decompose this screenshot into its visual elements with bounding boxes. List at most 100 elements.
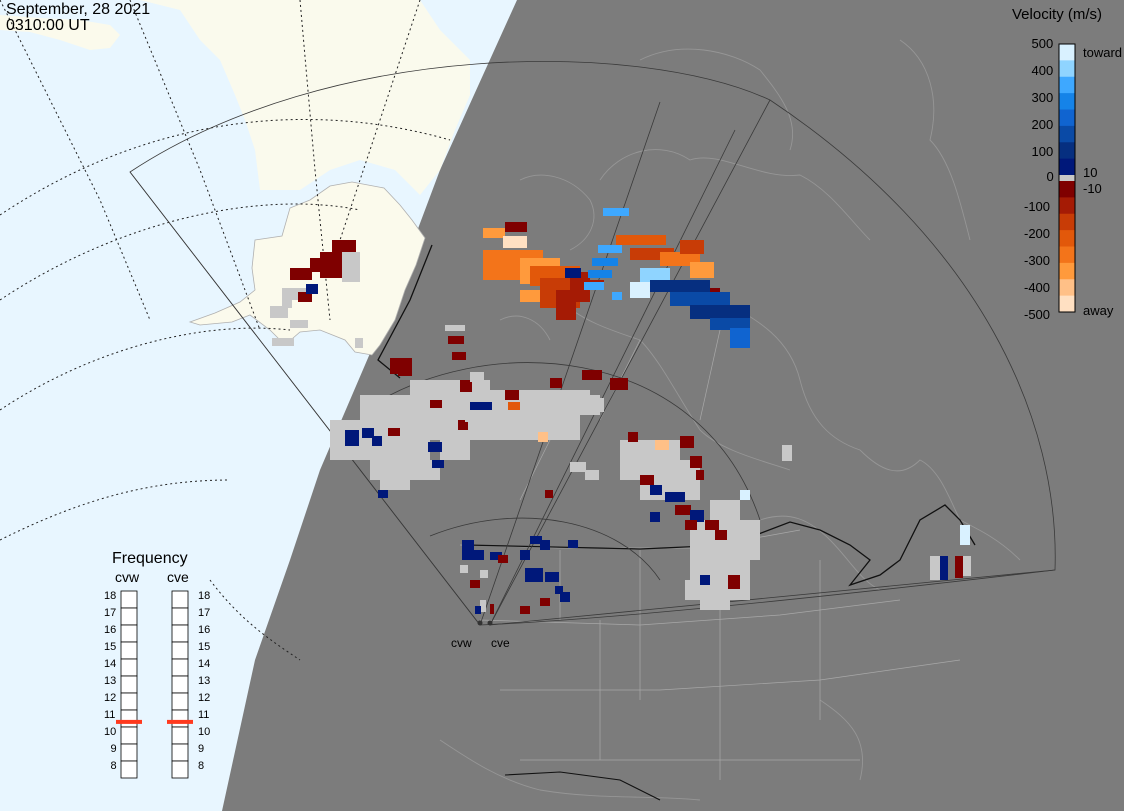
velocity-cell	[930, 556, 942, 580]
velocity-cell	[696, 470, 704, 480]
frequency-tick-right: 8	[198, 760, 205, 772]
color-bar-segment-away	[1059, 262, 1075, 280]
velocity-cell	[538, 432, 548, 442]
frequency-tick-left: 16	[104, 624, 117, 636]
frequency-tick-right: 10	[198, 726, 211, 738]
velocity-cell	[520, 606, 530, 614]
frequency-marker	[167, 719, 193, 724]
velocity-cell	[362, 428, 374, 438]
velocity-cell	[746, 520, 758, 530]
color-bar-segment-toward	[1059, 142, 1075, 160]
minus-10-label: -10	[1083, 181, 1102, 196]
velocity-cell	[430, 400, 442, 408]
velocity-cell	[470, 580, 480, 588]
frequency-gauge-cell	[120, 743, 138, 762]
color-bar-segment-toward	[1059, 44, 1075, 61]
frequency-tick-left: 12	[104, 692, 117, 704]
frequency-tick-left: 13	[104, 675, 117, 687]
frequency-gauge-cell	[120, 590, 138, 609]
velocity-tick-label: 400	[1031, 63, 1054, 78]
velocity-cell	[345, 430, 359, 446]
frequency-radar-cvw: cvw	[115, 569, 140, 585]
color-bar-segment-toward	[1059, 109, 1075, 127]
velocity-tick-label: -300	[1024, 253, 1051, 268]
velocity-cell	[298, 292, 312, 302]
alaska-border	[377, 244, 433, 379]
color-bar-segment-away	[1059, 295, 1075, 313]
color-bar-segment-toward	[1059, 60, 1075, 78]
velocity-cell	[685, 520, 697, 530]
radar-velocity-cells	[270, 208, 971, 614]
frequency-tick-left: 9	[110, 743, 117, 755]
velocity-tick-label: -200	[1024, 226, 1051, 241]
frequency-gauge-cell	[171, 607, 189, 626]
frequency-tick-right: 12	[198, 692, 211, 704]
velocity-cell	[508, 402, 520, 410]
velocity-cell	[290, 320, 308, 328]
velocity-cell	[465, 412, 475, 422]
frequency-tick-right: 15	[198, 641, 211, 653]
velocity-cell	[483, 228, 505, 238]
velocity-cell	[458, 420, 468, 430]
frequency-tick-right: 14	[198, 658, 211, 670]
velocity-tick-label: -400	[1024, 280, 1051, 295]
color-bar-segment-away	[1059, 197, 1075, 215]
frequency-gauge-cell	[171, 692, 189, 711]
frequency-gauge-cell	[120, 675, 138, 694]
frequency-tick-left: 15	[104, 641, 117, 653]
time-label: 0310:00 UT	[6, 17, 90, 34]
frequency-tick-left: 10	[104, 726, 117, 738]
coastlines	[439, 39, 1021, 801]
frequency-gauge-cell	[171, 624, 189, 643]
velocity-cell	[592, 258, 618, 266]
frequency-tick-right: 17	[198, 607, 211, 619]
frequency-gauge-cell	[120, 726, 138, 745]
velocity-cell	[782, 445, 792, 461]
velocity-tick-label: -100	[1024, 199, 1051, 214]
mexico-border	[504, 771, 661, 801]
velocity-cell	[690, 510, 704, 522]
velocity-cell	[272, 338, 294, 346]
velocity-cell	[650, 485, 662, 495]
frequency-gauge-cell	[120, 641, 138, 660]
velocity-cell	[428, 442, 442, 452]
color-bar-segment-away	[1059, 246, 1075, 264]
velocity-cell	[398, 368, 412, 376]
velocity-tick-label: -500	[1024, 307, 1051, 322]
velocity-cell	[432, 460, 444, 468]
frequency-gauge-cell	[120, 760, 138, 779]
frequency-gauges	[116, 590, 193, 779]
velocity-color-bar	[1058, 43, 1076, 313]
frequency-gauge-cell	[120, 709, 138, 728]
velocity-cell	[730, 328, 750, 348]
velocity-cell	[490, 552, 502, 560]
velocity-tick-label: 300	[1031, 90, 1054, 105]
velocity-cell	[650, 280, 710, 292]
velocity-cell	[460, 380, 472, 392]
velocity-tick-label: 0	[1046, 169, 1054, 184]
velocity-cell	[480, 600, 486, 612]
frequency-gauge-cell	[120, 607, 138, 626]
velocity-cell	[540, 540, 550, 550]
velocity-cell	[584, 282, 604, 290]
velocity-cell	[520, 550, 530, 560]
frequency-tick-left: 18	[104, 590, 117, 602]
velocity-cell	[630, 282, 650, 298]
velocity-cell	[700, 575, 710, 585]
velocity-cell	[270, 306, 288, 318]
velocity-cell	[680, 240, 704, 254]
velocity-cell	[560, 592, 570, 602]
velocity-cell	[545, 490, 553, 498]
frequency-gauge-cell	[171, 760, 189, 779]
velocity-cell	[710, 318, 750, 330]
velocity-cell	[306, 284, 318, 294]
velocity-cell	[690, 305, 750, 319]
frequency-gauge-cell	[120, 692, 138, 711]
velocity-cell	[475, 606, 481, 614]
velocity-cell	[570, 272, 590, 302]
velocity-cell	[955, 556, 963, 578]
velocity-cell	[715, 530, 727, 540]
frequency-tick-right: 11	[198, 709, 210, 721]
velocity-cell	[448, 336, 464, 344]
